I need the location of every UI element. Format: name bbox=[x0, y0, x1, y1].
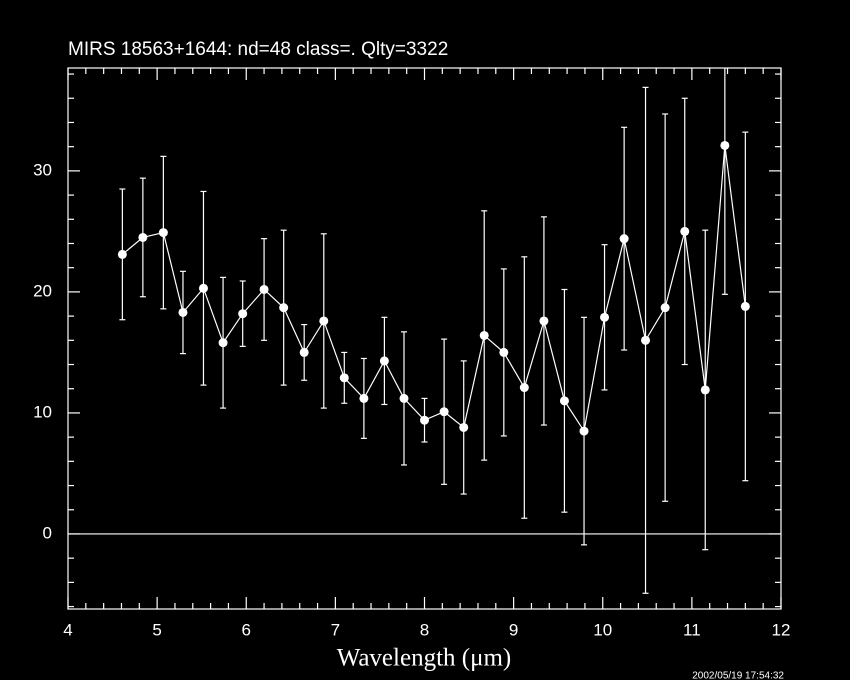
x-tick-label: 9 bbox=[509, 620, 518, 639]
data-point bbox=[158, 228, 168, 238]
data-point bbox=[178, 307, 188, 317]
data-point bbox=[117, 249, 127, 259]
y-tick-label: 10 bbox=[33, 402, 52, 421]
data-point bbox=[519, 383, 529, 393]
data-point bbox=[379, 356, 389, 366]
data-point bbox=[238, 309, 248, 319]
x-tick-label: 12 bbox=[772, 620, 791, 639]
data-point bbox=[559, 396, 569, 406]
data-point bbox=[138, 232, 148, 242]
data-point bbox=[420, 415, 429, 425]
x-axis-label: Wavelength (μm) bbox=[337, 645, 512, 672]
data-line bbox=[121, 145, 746, 433]
x-tick-label: 8 bbox=[420, 620, 429, 639]
y-tick-label: 30 bbox=[33, 160, 52, 179]
x-tick-label: 5 bbox=[152, 620, 161, 639]
data-point bbox=[218, 338, 228, 348]
data-point bbox=[579, 426, 589, 436]
y-tick-label: 20 bbox=[33, 281, 52, 300]
data-point bbox=[319, 316, 329, 326]
data-point bbox=[279, 303, 289, 313]
data-point bbox=[720, 140, 730, 150]
data-point bbox=[641, 335, 651, 345]
data-point bbox=[259, 284, 269, 294]
data-point bbox=[700, 385, 710, 395]
data-point bbox=[660, 303, 670, 313]
data-point bbox=[359, 393, 369, 403]
plot-area bbox=[117, 68, 750, 594]
data-point bbox=[619, 234, 629, 244]
x-tick-label: 4 bbox=[63, 620, 72, 639]
data-point bbox=[499, 347, 509, 357]
x-tick-label: 6 bbox=[242, 620, 251, 639]
data-point bbox=[740, 301, 750, 311]
x-tick-label: 11 bbox=[683, 620, 701, 639]
data-point bbox=[479, 330, 489, 340]
data-point bbox=[539, 316, 549, 326]
chart-title: MIRS 18563+1644: nd=48 class=. Qlty=3322 bbox=[68, 39, 448, 60]
data-point bbox=[299, 347, 309, 357]
x-tick-label: 10 bbox=[593, 620, 612, 639]
timestamp: 2002/05/19 17:54:32 bbox=[692, 671, 784, 680]
data-point bbox=[399, 393, 409, 403]
data-point bbox=[459, 422, 469, 432]
y-tick-label: 0 bbox=[43, 523, 52, 542]
data-point bbox=[680, 226, 690, 236]
x-tick-label: 7 bbox=[331, 620, 340, 639]
data-point bbox=[339, 373, 349, 383]
data-point bbox=[600, 312, 610, 322]
plot-frame bbox=[67, 67, 782, 610]
data-point bbox=[198, 283, 208, 293]
data-point bbox=[439, 407, 449, 417]
